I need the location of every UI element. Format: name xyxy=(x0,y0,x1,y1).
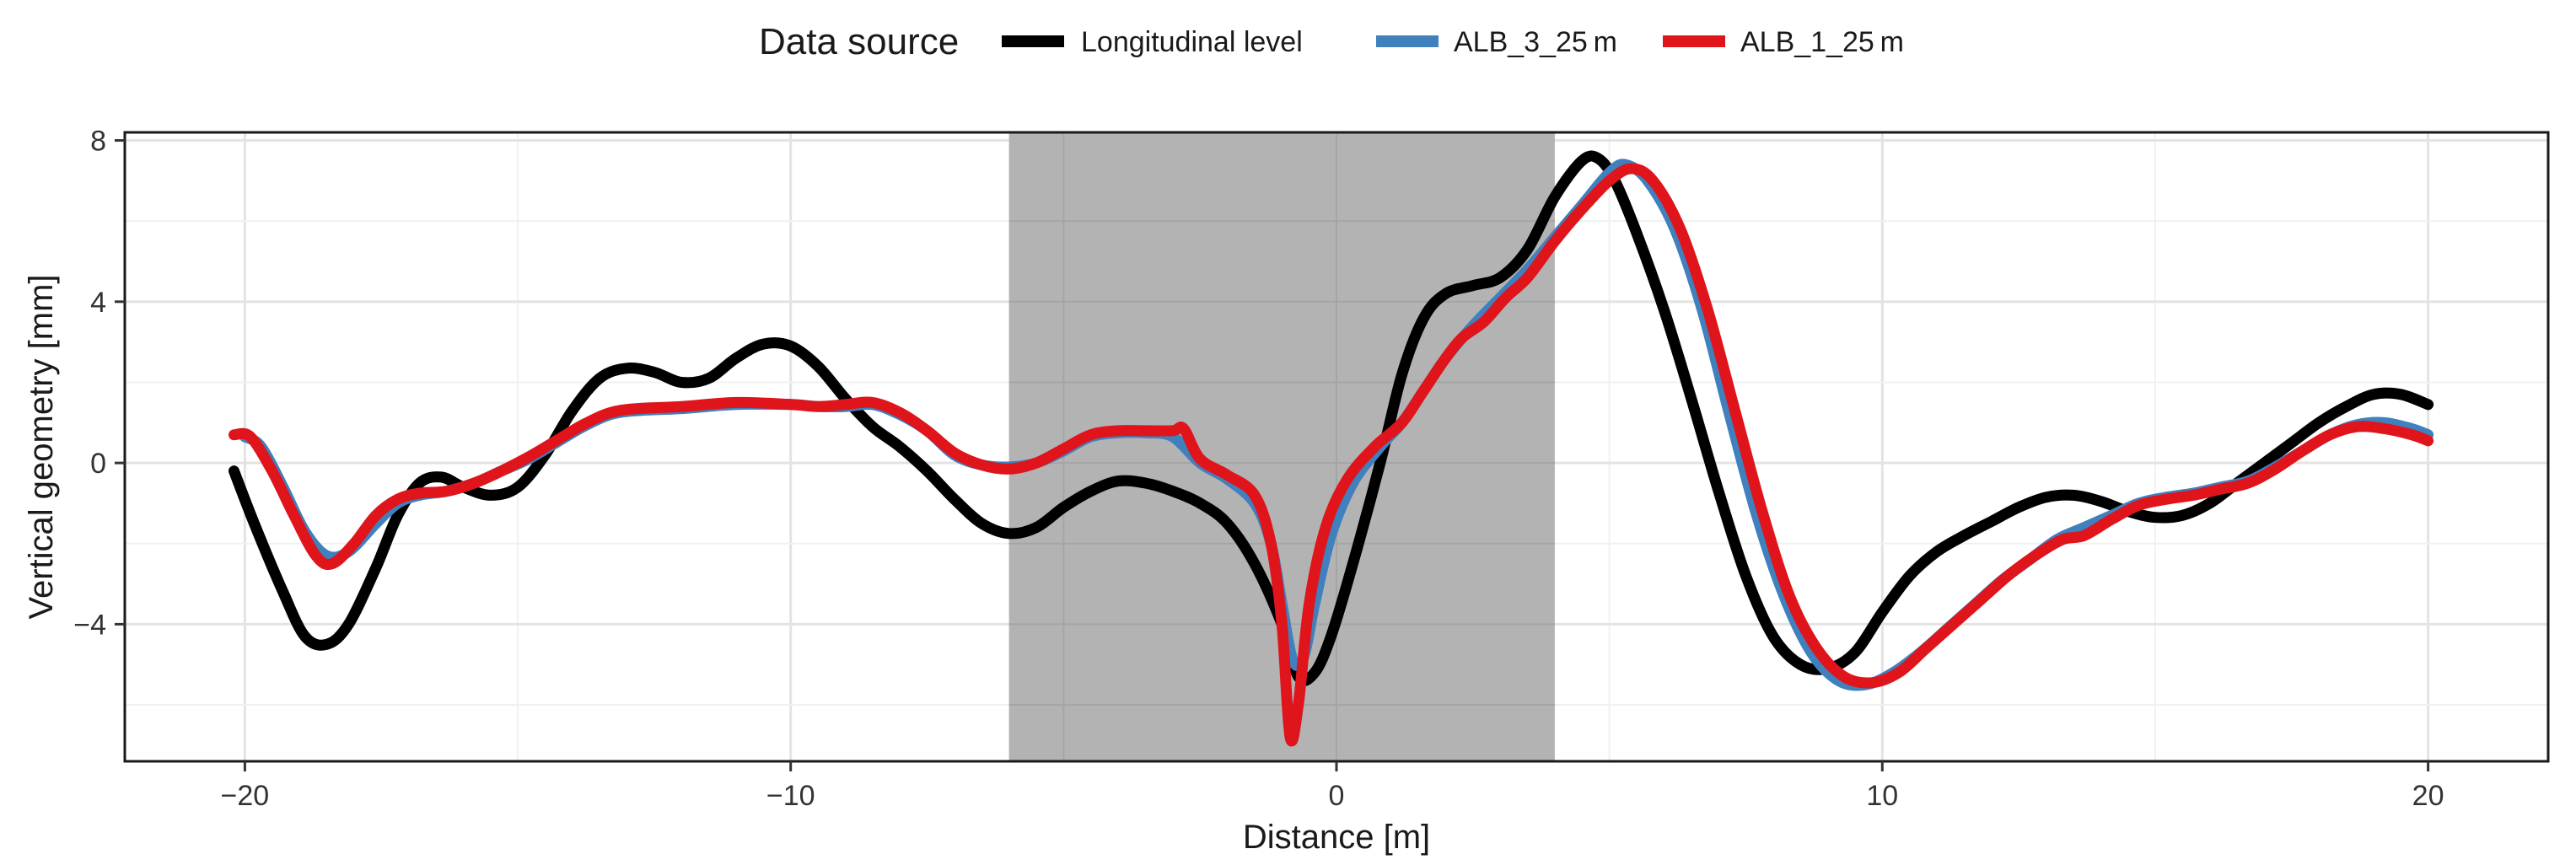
series-alb-1-25m xyxy=(229,163,2434,747)
y-axis: −4 0 4 8 xyxy=(73,126,125,641)
y-tick-label: 4 xyxy=(90,287,106,319)
legend-label-longitudinal-level: Longitudinal level xyxy=(1081,26,1303,58)
legend-title: Data source xyxy=(759,21,959,62)
data-series xyxy=(229,150,2434,747)
x-tick-label: 10 xyxy=(1866,780,1898,812)
y-tick-label: −4 xyxy=(73,609,106,641)
x-axis: −20 −10 0 10 20 xyxy=(221,761,2444,812)
x-tick-label: −20 xyxy=(221,780,270,812)
x-axis-title: Distance [m] xyxy=(1243,819,1430,856)
y-axis-title: Vertical geometry [mm] xyxy=(23,274,60,619)
y-tick-label: 0 xyxy=(90,448,106,480)
x-tick-label: 20 xyxy=(2412,780,2444,812)
x-tick-label: −10 xyxy=(766,780,815,812)
x-tick-label: 0 xyxy=(1329,780,1345,812)
legend: Data source Longitudinal level ALB_3_25 … xyxy=(759,21,1904,62)
y-tick-label: 8 xyxy=(90,126,106,158)
legend-label-alb-3-25m: ALB_3_25 m xyxy=(1454,26,1617,58)
legend-label-alb-1-25m: ALB_1_25 m xyxy=(1740,26,1904,58)
series-longitudinal-level xyxy=(229,150,2434,686)
